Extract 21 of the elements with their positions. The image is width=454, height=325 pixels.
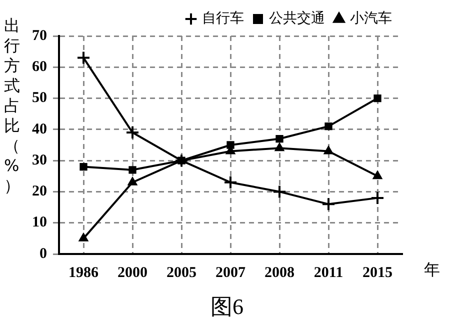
legend-label: 小汽车 [350, 10, 392, 27]
x-tick-label: 1986 [68, 264, 99, 281]
x-axis-title: 年 [424, 260, 440, 281]
x-tick-label: 2005 [166, 264, 196, 281]
x-tick-label: 2015 [362, 264, 392, 281]
y-tick-label: 20 [32, 184, 47, 200]
y-tick-label: 30 [32, 152, 47, 168]
y-tick-label: 40 [32, 121, 47, 138]
y-tick-label: 0 [40, 246, 47, 262]
x-tick-label: 2000 [118, 264, 148, 281]
y-tick-label: 10 [32, 214, 47, 231]
y-tick-label: 50 [32, 90, 47, 106]
x-tick-label: 2011 [314, 264, 344, 281]
x-tick-label: 2007 [216, 264, 246, 281]
caption: 图6 [210, 293, 244, 321]
legend-label: 公共交通 [269, 10, 325, 27]
legend-label: 自行车 [202, 10, 244, 27]
y-tick-label: 70 [32, 28, 47, 44]
text: 出行方式占比（%） [4, 16, 20, 195]
x-tick-label: 2008 [264, 264, 294, 281]
y-tick-label: 60 [32, 59, 47, 76]
